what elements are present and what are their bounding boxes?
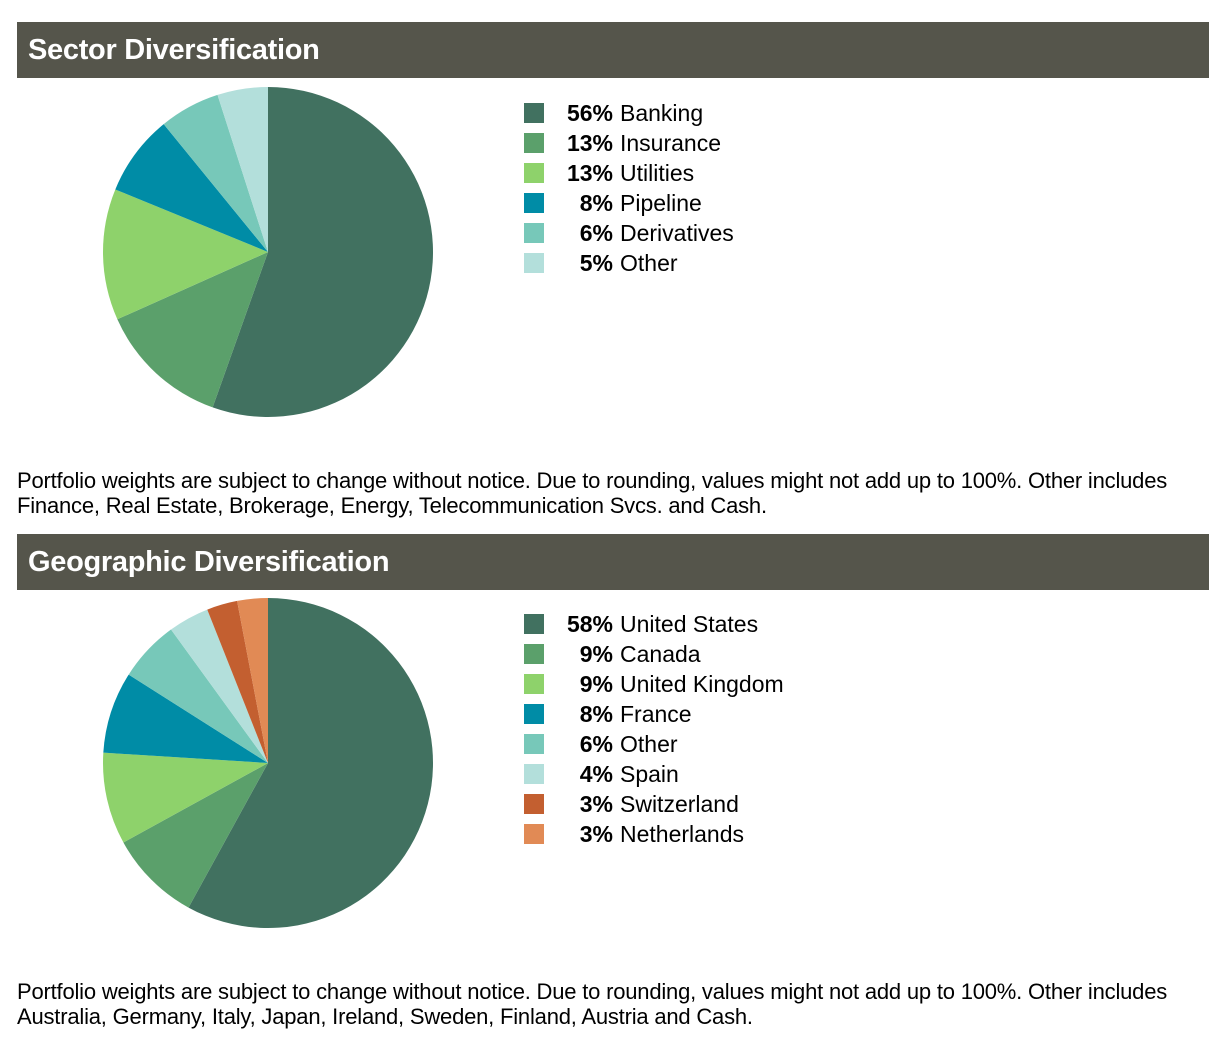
legend-percent: 5% bbox=[579, 249, 613, 276]
legend-label: Utilities bbox=[620, 159, 695, 186]
legend-percent: 6% bbox=[579, 219, 613, 246]
legend-swatch bbox=[524, 734, 544, 754]
legend-swatch bbox=[524, 223, 544, 243]
pie-slice-pipeline bbox=[115, 124, 268, 252]
legend-percent: 4% bbox=[579, 760, 613, 787]
pie-slice-united-kingdom bbox=[103, 752, 268, 843]
legend-percent: 13% bbox=[566, 129, 613, 156]
legend-percent: 8% bbox=[579, 700, 613, 727]
legend-item-spain: 4% Spain bbox=[524, 759, 784, 789]
legend-swatch bbox=[524, 253, 544, 273]
pie-slice-insurance bbox=[117, 252, 269, 408]
legend-item-france: 8% France bbox=[524, 699, 784, 729]
legend-swatch bbox=[524, 674, 544, 694]
sector-legend: 56% Banking 13% Insurance 13% Utilities 8% Pipe… bbox=[524, 98, 734, 278]
pie-slice-united-states bbox=[188, 598, 433, 928]
legend-swatch bbox=[524, 704, 544, 724]
legend-percent: 9% bbox=[579, 640, 613, 667]
geographic-section-title: Geographic Diversification bbox=[17, 534, 1209, 590]
legend-label: Other bbox=[620, 249, 678, 276]
legend-label: Derivatives bbox=[620, 219, 734, 246]
legend-swatch bbox=[524, 103, 544, 123]
pie-slice-netherlands bbox=[237, 598, 268, 763]
legend-item-netherlands: 3% Netherlands bbox=[524, 819, 784, 849]
sector-pie-chart bbox=[103, 87, 434, 417]
pie-slice-other bbox=[128, 629, 268, 763]
legend-swatch bbox=[524, 163, 544, 183]
pie-slice-canada bbox=[123, 763, 268, 908]
legend-item-other: 5% Other bbox=[524, 248, 734, 278]
legend-item-pipeline: 8% Pipeline bbox=[524, 188, 734, 218]
legend-label: Banking bbox=[620, 99, 704, 126]
legend-label: Switzerland bbox=[620, 790, 739, 817]
pie-slice-utilities bbox=[103, 189, 268, 320]
legend-percent: 6% bbox=[579, 730, 613, 757]
legend-percent: 8% bbox=[579, 189, 613, 216]
legend-label: United States bbox=[620, 610, 759, 637]
legend-item-derivatives: 6% Derivatives bbox=[524, 218, 734, 248]
legend-percent: 56% bbox=[566, 99, 613, 126]
legend-item-other: 6% Other bbox=[524, 729, 784, 759]
legend-label: United Kingdom bbox=[620, 670, 784, 697]
legend-percent: 3% bbox=[579, 790, 613, 817]
pie-slice-banking bbox=[212, 87, 434, 417]
legend-item-canada: 9% Canada bbox=[524, 639, 784, 669]
legend-label: Netherlands bbox=[620, 820, 745, 847]
legend-percent: 58% bbox=[566, 610, 613, 637]
geographic-legend: 58% United States 9% Canada 9% United Kingdom… bbox=[524, 609, 784, 849]
legend-label: Canada bbox=[620, 640, 701, 667]
legend-label: Other bbox=[620, 730, 678, 757]
legend-swatch bbox=[524, 614, 544, 634]
legend-swatch bbox=[524, 764, 544, 784]
legend-swatch bbox=[524, 794, 544, 814]
pie-slice-other bbox=[217, 87, 268, 252]
geographic-footnote: Portfolio weights are subject to change … bbox=[17, 979, 1168, 1029]
legend-percent: 3% bbox=[579, 820, 613, 847]
legend-label: Insurance bbox=[620, 129, 722, 156]
pie-slice-switzerland bbox=[207, 600, 268, 763]
sector-section-title: Sector Diversification bbox=[17, 22, 1209, 78]
legend-label: France bbox=[620, 700, 692, 727]
legend-swatch bbox=[524, 824, 544, 844]
pie-slice-derivatives bbox=[163, 94, 268, 252]
legend-item-banking: 56% Banking bbox=[524, 98, 734, 128]
pie-slice-spain bbox=[171, 609, 268, 763]
legend-item-utilities: 13% Utilities bbox=[524, 158, 734, 188]
legend-item-united-states: 58% United States bbox=[524, 609, 784, 639]
legend-label: Spain bbox=[620, 760, 679, 787]
legend-swatch bbox=[524, 644, 544, 664]
legend-swatch bbox=[524, 133, 544, 153]
legend-percent: 13% bbox=[566, 159, 613, 186]
sector-footnote: Portfolio weights are subject to change … bbox=[17, 468, 1168, 518]
legend-item-insurance: 13% Insurance bbox=[524, 128, 734, 158]
legend-percent: 9% bbox=[579, 670, 613, 697]
legend-item-united-kingdom: 9% United Kingdom bbox=[524, 669, 784, 699]
pie-slice-france bbox=[103, 674, 268, 763]
geographic-pie-chart bbox=[103, 598, 433, 928]
legend-label: Pipeline bbox=[620, 189, 702, 216]
legend-swatch bbox=[524, 193, 544, 213]
legend-item-switzerland: 3% Switzerland bbox=[524, 789, 784, 819]
